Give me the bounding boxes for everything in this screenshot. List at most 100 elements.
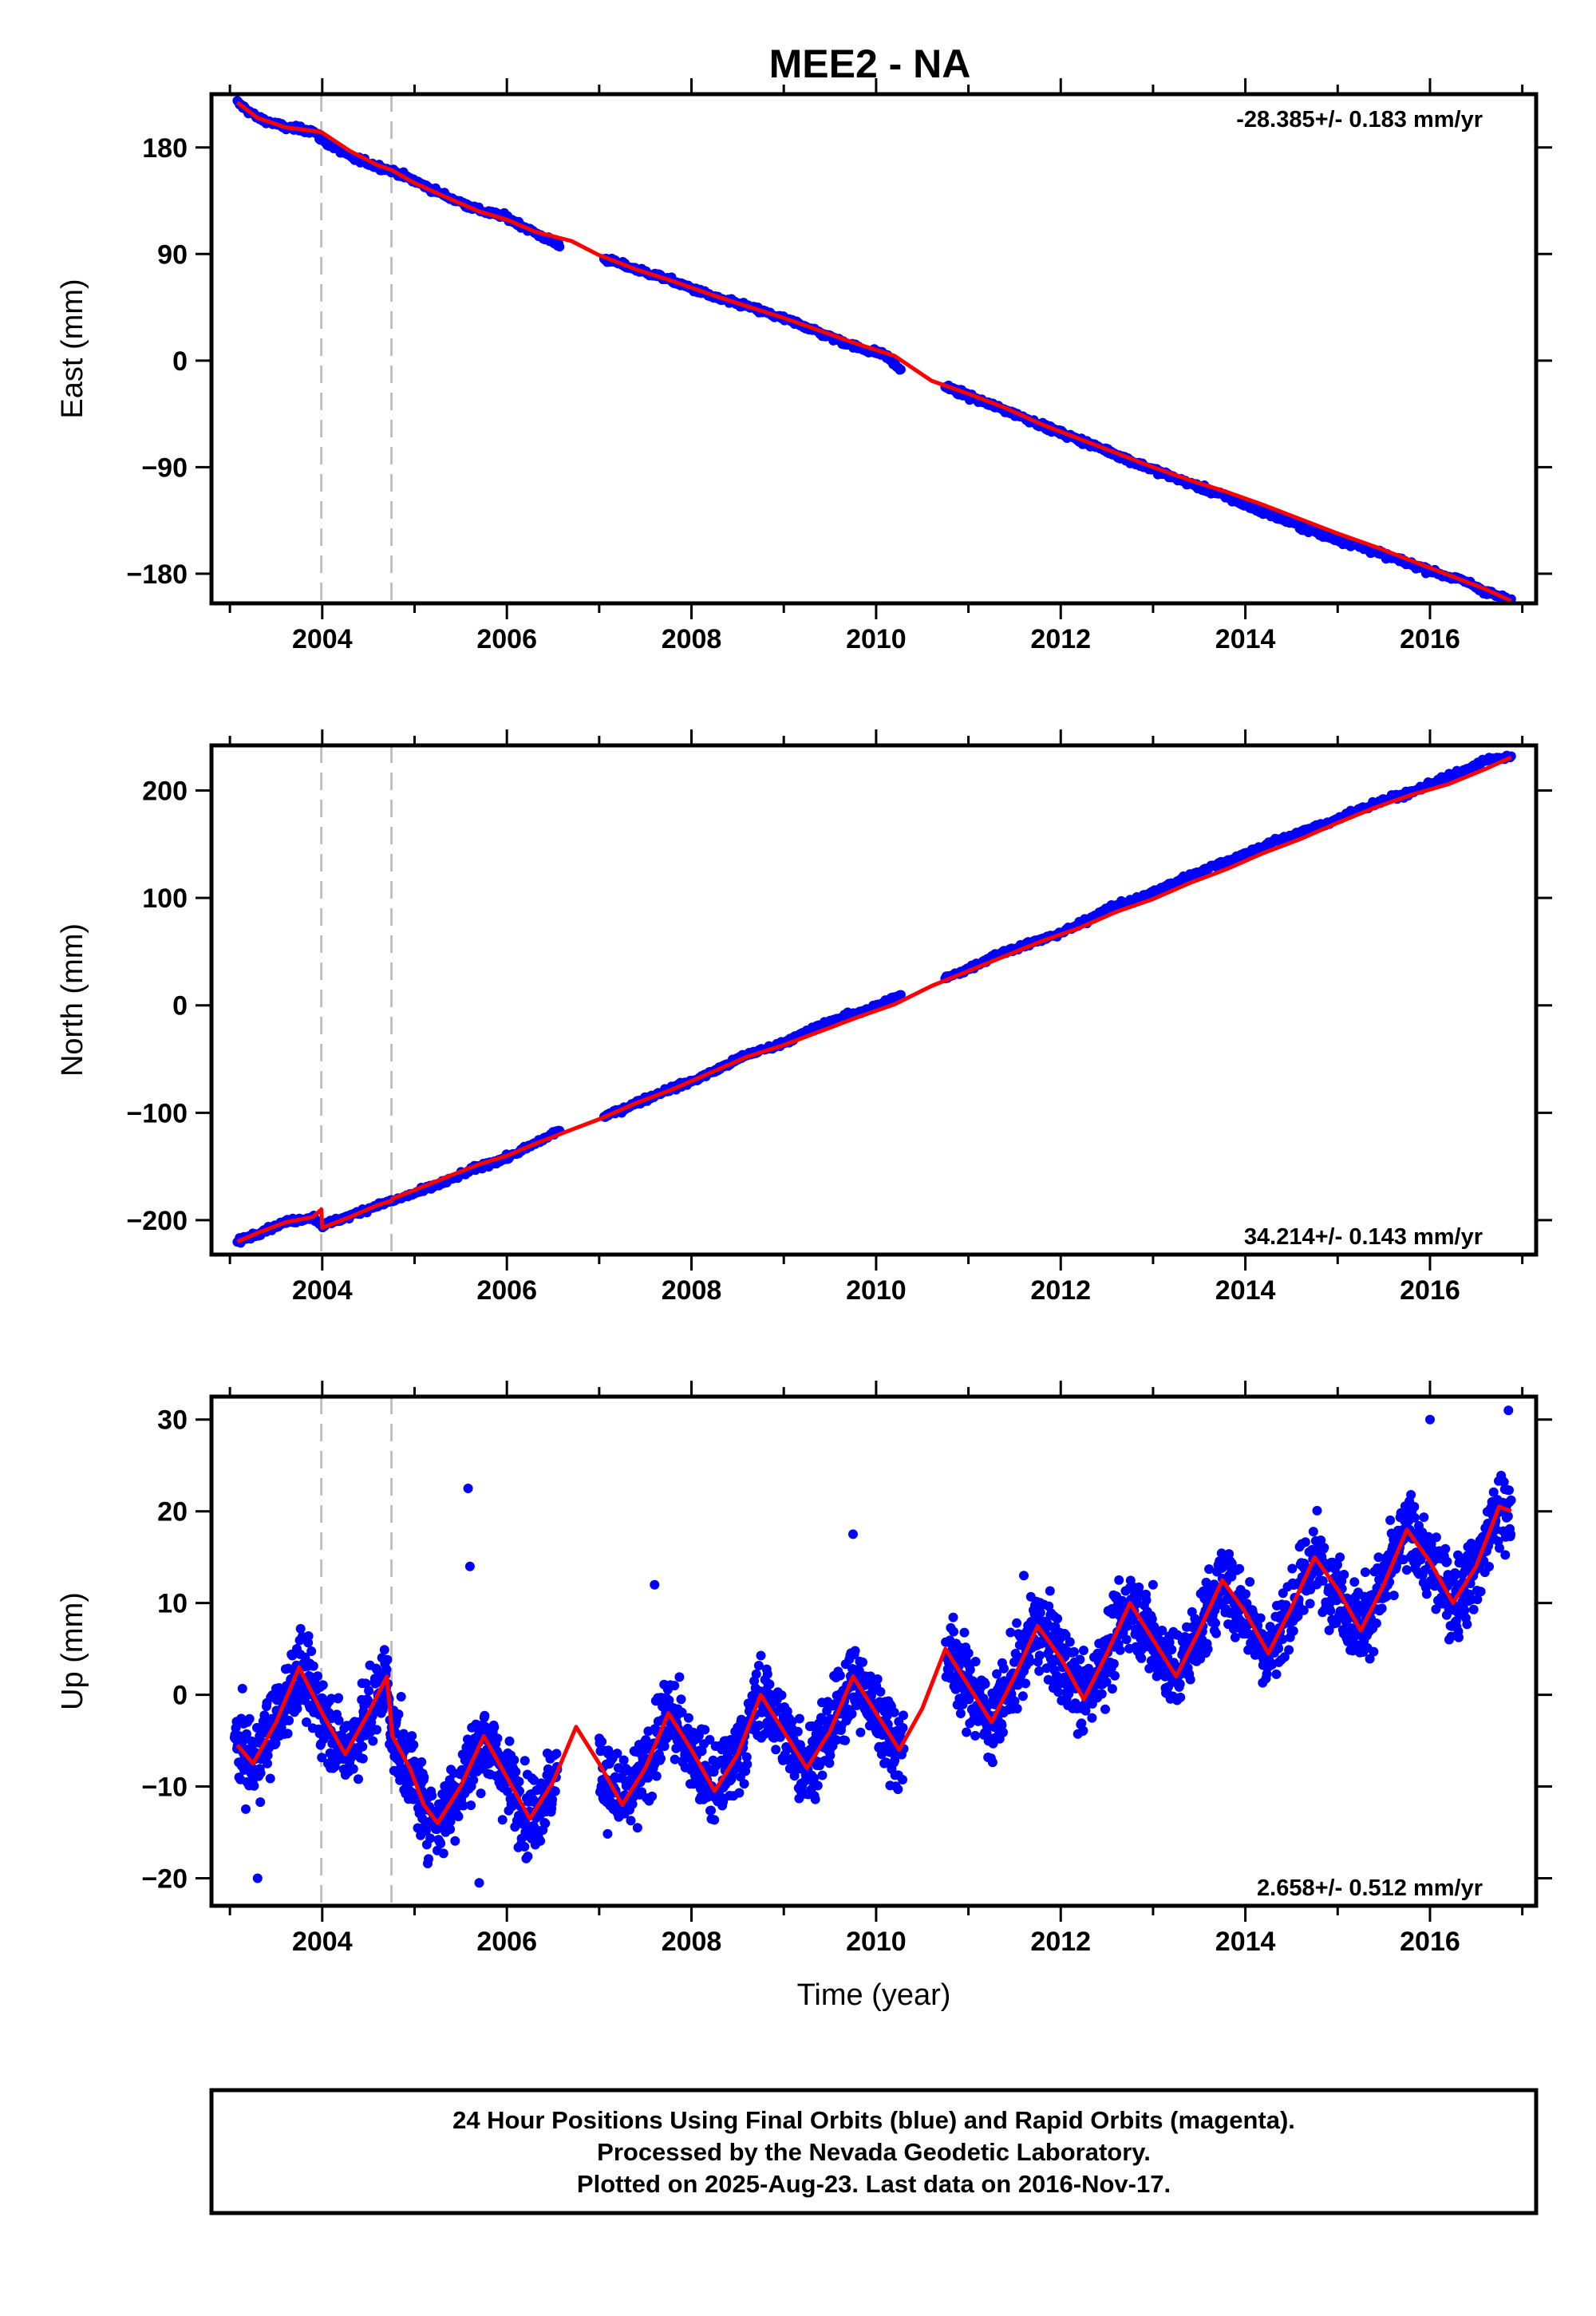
- north-scatter: [232, 750, 1516, 1248]
- up-data-point: [368, 1736, 378, 1746]
- up-data-point: [825, 1750, 836, 1761]
- north-x-tick-label: 2006: [476, 1275, 537, 1306]
- up-data-point: [739, 1779, 749, 1789]
- up-data-point: [1389, 1591, 1399, 1601]
- up-data-point: [535, 1836, 546, 1846]
- up-data-point: [354, 1774, 363, 1784]
- east-data-point: [555, 242, 565, 252]
- up-data-point: [550, 1786, 560, 1796]
- north-y-axis-label: North (mm): [56, 923, 89, 1077]
- up-data-point: [1012, 1618, 1022, 1628]
- up-data-point: [850, 1646, 860, 1656]
- up-data-point: [756, 1650, 766, 1661]
- up-data-point: [313, 1671, 322, 1682]
- up-data-point: [812, 1780, 823, 1791]
- up-data-point: [1175, 1692, 1186, 1702]
- up-data-point: [847, 1709, 857, 1719]
- north-x-tick-label: 2010: [846, 1275, 907, 1306]
- up-data-point: [358, 1741, 368, 1752]
- up-data-point: [1087, 1713, 1097, 1723]
- up-data-point: [396, 1692, 406, 1701]
- up-data-point: [1371, 1618, 1381, 1628]
- up-data-point: [1300, 1537, 1310, 1547]
- east-y-tick-label: 0: [172, 346, 188, 377]
- up-data-point: [514, 1777, 524, 1787]
- up-data-point: [1167, 1645, 1177, 1654]
- up-data-point: [970, 1657, 981, 1666]
- up-data-point: [427, 1791, 437, 1800]
- east-x-tick-label: 2010: [846, 624, 907, 654]
- up-data-point: [965, 1665, 975, 1675]
- up-data-point: [1284, 1645, 1294, 1655]
- up-data-point: [334, 1715, 344, 1725]
- up-data-point: [792, 1726, 803, 1737]
- up-data-point: [425, 1833, 436, 1844]
- up-data-point: [835, 1670, 845, 1681]
- east-data-point: [895, 365, 906, 374]
- up-data-point: [751, 1669, 761, 1679]
- up-data-point: [875, 1686, 886, 1697]
- up-data-point: [1274, 1643, 1284, 1654]
- east-rate-label: -28.385+/- 0.183 mm/yr: [1236, 107, 1483, 132]
- up-data-point: [492, 1733, 503, 1744]
- up-data-point: [1360, 1567, 1370, 1577]
- up-data-point: [855, 1727, 866, 1737]
- north-rate-label: 34.214+/- 0.143 mm/yr: [1244, 1224, 1483, 1250]
- up-data-point: [602, 1828, 613, 1839]
- up-data-point: [409, 1740, 419, 1750]
- up-data-point: [509, 1755, 519, 1765]
- up-data-point: [1409, 1502, 1420, 1512]
- up-data-point: [771, 1745, 781, 1755]
- up-data-point: [284, 1715, 294, 1725]
- up-data-point: [1185, 1674, 1195, 1685]
- up-data-point: [318, 1680, 328, 1690]
- up-data-point: [1065, 1637, 1075, 1647]
- up-data-point: [453, 1812, 464, 1822]
- up-data-point: [238, 1736, 248, 1746]
- north-frame: [209, 743, 1539, 1257]
- up-data-point: [817, 1770, 828, 1780]
- up-data-point: [1034, 1650, 1045, 1661]
- up-data-point: [948, 1612, 958, 1622]
- north-x-tick-label: 2008: [662, 1275, 722, 1306]
- up-data-point: [980, 1679, 990, 1689]
- up-data-point: [1115, 1645, 1125, 1655]
- up-data-point: [1385, 1515, 1396, 1525]
- up-data-point: [407, 1731, 417, 1741]
- up-data-point: [647, 1791, 658, 1801]
- up-data-point: [651, 1771, 662, 1781]
- north-x-tick-label: 2004: [292, 1275, 353, 1306]
- up-data-point: [424, 1854, 433, 1864]
- north-y-tick-label: 200: [142, 777, 188, 807]
- up-data-point: [1121, 1634, 1132, 1645]
- east-x-tick-label: 2016: [1400, 624, 1460, 654]
- up-panel: 2004 2006 2008 2010 2012 2014 2016 −20−1001020…: [56, 1381, 1552, 2012]
- up-data-point: [480, 1710, 490, 1721]
- up-data-point: [551, 1749, 562, 1759]
- up-data-point: [282, 1729, 293, 1739]
- up-data-point: [265, 1773, 275, 1784]
- up-data-point: [1012, 1704, 1022, 1713]
- east-x-tick-label: 2004: [292, 624, 353, 654]
- up-data-point: [1245, 1577, 1255, 1587]
- north-x-tick-label: 2014: [1215, 1275, 1276, 1306]
- up-data-point: [762, 1669, 772, 1679]
- up-data-point: [1175, 1679, 1185, 1690]
- east-x-tick-label: 2012: [1030, 624, 1091, 654]
- east-y-tick-label: −90: [141, 453, 188, 483]
- up-data-point: [1401, 1565, 1412, 1575]
- up-data-point: [734, 1788, 745, 1798]
- up-data-point: [237, 1683, 247, 1694]
- up-data-point: [1045, 1586, 1055, 1596]
- up-data-point: [419, 1772, 429, 1782]
- up-data-point: [358, 1753, 368, 1764]
- up-data-point: [1319, 1543, 1329, 1553]
- up-data-point: [519, 1756, 530, 1766]
- up-data-point: [898, 1775, 907, 1784]
- up-data-point: [1325, 1606, 1336, 1616]
- up-data-point: [489, 1722, 500, 1733]
- north-x-tick-labels: 2004 2006 2008 2010 2012 2014 2016: [292, 1275, 1460, 1306]
- up-data-point: [379, 1645, 389, 1655]
- up-data-point: [1075, 1654, 1085, 1665]
